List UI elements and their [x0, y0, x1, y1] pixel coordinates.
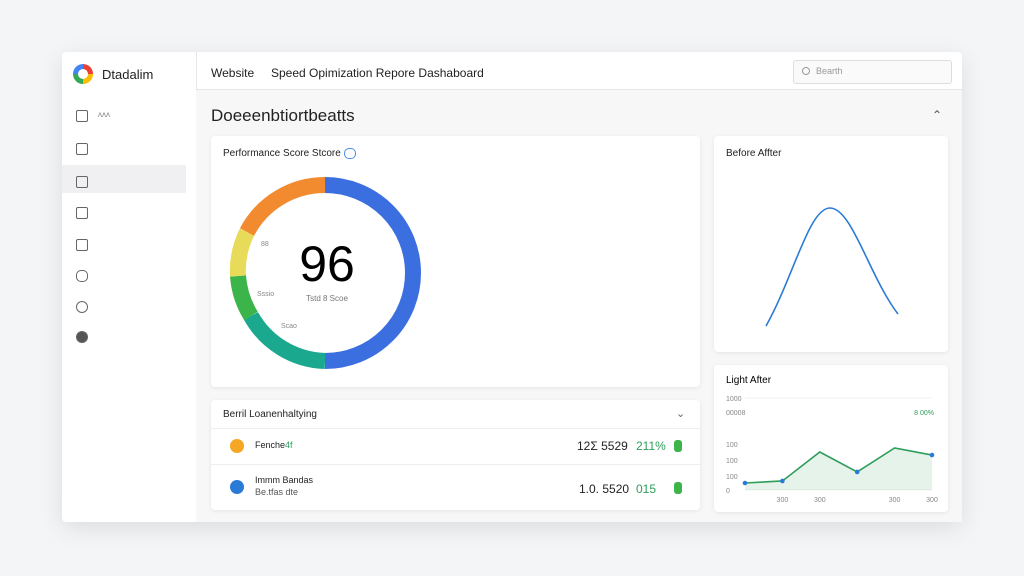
axis-annotation: 8 00% [914, 410, 934, 417]
ring-label: Sssio [257, 291, 274, 298]
light-after-panel: Light After 0 1000 00008 8 00% 100 100 100 300 3… [714, 365, 948, 512]
panel-title: Before Affter [726, 148, 782, 159]
row-status [674, 482, 682, 494]
nav-icon[interactable] [76, 239, 88, 251]
nav-icon[interactable] [76, 143, 88, 155]
score-panel: Performance Score Stcore 96 Tstd 8 Scoe … [211, 136, 700, 387]
line-chart: Light After 0 1000 00008 8 00% 100 100 100 300 3… [726, 375, 938, 504]
nav-icon[interactable] [76, 207, 88, 219]
row-change: 211% [636, 439, 666, 453]
x-tick-label: 300 [926, 497, 938, 504]
search-placeholder: Bearth [816, 66, 843, 76]
row-divider [211, 464, 700, 465]
score-caption: Tstd 8 Scoe [306, 294, 348, 303]
list-panel: Berril Loanenhaltying ⌄ Fenche 4f 12Σ 55… [211, 400, 700, 510]
point [929, 452, 935, 458]
gauge-orange [239, 176, 326, 236]
gauge-blue [324, 177, 421, 369]
point [742, 480, 748, 486]
point [854, 469, 860, 475]
line [744, 447, 933, 484]
row-status [674, 440, 682, 452]
brand: Dtadalim [102, 67, 154, 82]
nav-label: ᴧᴧᴧ [98, 110, 110, 119]
row-icon [230, 439, 244, 453]
axis-annotation: 100 [726, 458, 738, 465]
nav-icon[interactable] [76, 301, 88, 313]
collapse-caret[interactable]: ⌃ [932, 108, 943, 122]
chart-title: Light After [726, 375, 772, 386]
nav-settings[interactable] [76, 331, 88, 343]
row-value: 12Σ 5529 [577, 439, 628, 453]
point [780, 478, 785, 484]
before-after-panel: Before Affter [714, 136, 948, 352]
nav-home[interactable] [76, 110, 88, 122]
axis-annotation: 100 [726, 442, 738, 449]
nav-icon[interactable] [76, 270, 88, 282]
logo [73, 64, 93, 84]
area [745, 447, 932, 490]
row-change: 015 [636, 482, 657, 496]
axis-annotation: 00008 [726, 410, 746, 417]
panel-title: Performance Score Stcore [223, 148, 341, 159]
panel-title: Berril Loanenhaltying [223, 409, 317, 420]
gauge-teal [244, 311, 326, 369]
search-box[interactable]: Bearth [793, 60, 952, 84]
row-value: 1.0. 5520 [579, 482, 630, 496]
header-prefix: Website [211, 66, 255, 80]
expand-caret[interactable]: ⌄ [676, 408, 686, 420]
y-tick-label: 1000 [726, 396, 742, 403]
row-icon [230, 480, 244, 494]
gauge: 96 Tstd 8 Scoe 88 Sssio Scao [229, 176, 421, 369]
row-tag: 4f [285, 440, 293, 450]
curve [765, 207, 899, 327]
header-title: Speed Opimization Repore Dashaboard [271, 66, 484, 80]
row-divider [211, 428, 700, 429]
ring-label: Scao [281, 323, 297, 330]
nav-icon[interactable] [76, 176, 88, 188]
x-tick-label: 300 [777, 497, 789, 504]
x-tick-label: 300 [814, 497, 826, 504]
x-tick-label: 300 [889, 497, 901, 504]
nav-active[interactable] [62, 165, 186, 193]
gauge-yellow [229, 228, 255, 277]
score: 96 [299, 236, 355, 292]
section-title: Doeeenbtiortbeatts [211, 106, 355, 125]
header-divider [196, 89, 962, 90]
ring-label: 88 [261, 241, 269, 248]
row-name: Fenche [255, 440, 286, 450]
axis-annotation: 100 [726, 474, 738, 481]
row-sub: Be.tfas dte [255, 487, 299, 497]
gauge-green [230, 275, 258, 321]
info-icon[interactable] [344, 148, 356, 159]
before-after-curve [765, 207, 899, 327]
search-icon [802, 67, 810, 75]
y-tick-label: 0 [726, 488, 730, 495]
row-name: Immm Bandas [255, 475, 314, 485]
